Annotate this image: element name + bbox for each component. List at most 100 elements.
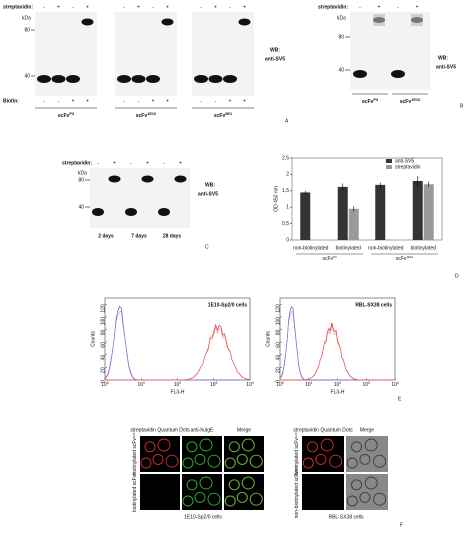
gel-band — [158, 208, 170, 216]
gel-band — [66, 75, 80, 83]
antibody-label: anti-SV5 — [436, 64, 456, 70]
x-tick-label: 101 — [305, 381, 313, 388]
bar — [348, 208, 359, 240]
cell-outline — [351, 441, 362, 453]
lane-sign: - — [359, 4, 361, 10]
kda-label: kDa — [337, 15, 346, 21]
x-tick-label: 104 — [246, 381, 254, 388]
gel-band — [146, 75, 160, 83]
y-tick-label: 80 — [100, 329, 106, 335]
cell-outline — [359, 453, 371, 465]
cell-outline — [364, 438, 378, 452]
marker-label: 40 — [78, 204, 84, 210]
tick-base: 10 — [305, 382, 311, 388]
histogram-stained — [280, 325, 395, 381]
gel-band — [141, 175, 154, 183]
cell-outline — [241, 438, 255, 452]
cell-outline — [224, 457, 236, 469]
group-label: scFv1E10 — [400, 97, 421, 106]
micrograph — [224, 474, 264, 510]
micrograph — [140, 474, 180, 510]
x-tick-label: 103 — [362, 381, 370, 388]
row-label: biotinylated scFv1E10 — [132, 432, 138, 475]
lane-sign: + — [86, 4, 89, 10]
tick-base: 10 — [276, 382, 282, 388]
lane-sign: - — [200, 98, 202, 104]
y-tick-label: 0 — [100, 380, 106, 383]
cell-outline — [346, 457, 358, 469]
y-axis-label: Counts — [265, 331, 271, 347]
cell-outline — [249, 492, 263, 506]
cell-outline — [186, 479, 198, 491]
gel-band — [161, 18, 174, 26]
tick-base: 10 — [362, 382, 368, 388]
gel-band — [174, 175, 187, 183]
lane-sign: - — [152, 4, 154, 10]
tick-exp: 0 — [282, 381, 284, 385]
lane-sign: + — [152, 98, 155, 104]
lane-sign: + — [113, 160, 116, 166]
group-label: scFvP3 — [322, 255, 337, 263]
lane-sign: + — [86, 98, 89, 104]
lane-sign: - — [97, 160, 99, 166]
label-sup: 1E10 — [411, 97, 420, 102]
lane-sign: + — [214, 4, 217, 10]
cell-outline — [182, 495, 194, 507]
blot — [90, 168, 190, 228]
legend-swatch — [386, 159, 392, 163]
gel-band — [238, 18, 251, 26]
cell-outline — [165, 454, 179, 468]
micrograph — [346, 474, 388, 510]
cell-outline — [207, 492, 221, 506]
tick-exp: 1 — [311, 381, 313, 385]
label-main: non-biotinylated scFv — [294, 471, 300, 519]
x-tick-label: non-biotinylated — [368, 245, 404, 251]
cell-outline — [228, 479, 240, 491]
column-header: Merge — [360, 427, 374, 433]
cell-outline — [346, 495, 358, 507]
label-sup: 1E10 — [406, 255, 413, 259]
y-axis-label: Counts — [90, 331, 96, 347]
group-label: scFvP3 — [362, 97, 379, 106]
time-label: 7 days — [131, 233, 147, 239]
gel-band — [131, 75, 146, 83]
tick-base: 10 — [334, 382, 340, 388]
cell-outline — [236, 453, 248, 465]
row-label: streptavidin: — [3, 4, 33, 10]
label-main: scFv — [400, 99, 412, 105]
tick-base: 10 — [391, 382, 397, 388]
marker-label: 40 — [338, 67, 344, 73]
label-sup: P3 — [333, 255, 337, 259]
y-tick-label: 100 — [275, 317, 281, 326]
gel-band — [37, 75, 51, 83]
group-label: scFv1E10 — [396, 255, 414, 263]
group-label: scFvP3 — [58, 111, 75, 120]
x-tick-label: 100 — [101, 381, 109, 388]
group-label: scFv9E1 — [214, 111, 233, 120]
lane-sign: - — [72, 4, 74, 10]
cell-outline — [373, 492, 387, 506]
tick-exp: 2 — [339, 381, 341, 385]
marker-label: 80 — [338, 34, 344, 40]
bar — [300, 192, 311, 240]
legend-label: streptavidin — [395, 164, 421, 170]
tick-base: 10 — [246, 382, 252, 388]
cell-outline — [182, 457, 194, 469]
label-sup: 1E10 — [296, 465, 298, 471]
wb-label: WB: — [205, 182, 215, 188]
column-header: streptavidin Quantum Dots — [130, 427, 190, 433]
gel-band — [353, 70, 367, 78]
tick-exp: 2 — [179, 381, 181, 385]
y-tick-label: 0,5 — [282, 221, 289, 227]
cell-outline — [199, 438, 213, 452]
x-tick-label: biotinylated — [336, 245, 362, 251]
cell-outline — [194, 491, 206, 503]
wb-label: WB: — [438, 55, 448, 61]
tick-exp: 3 — [368, 381, 370, 385]
label-main: scFv — [322, 256, 333, 262]
lane-sign: + — [57, 4, 60, 10]
cell-outline — [307, 441, 318, 453]
micrograph — [182, 474, 222, 510]
bar — [412, 180, 423, 240]
